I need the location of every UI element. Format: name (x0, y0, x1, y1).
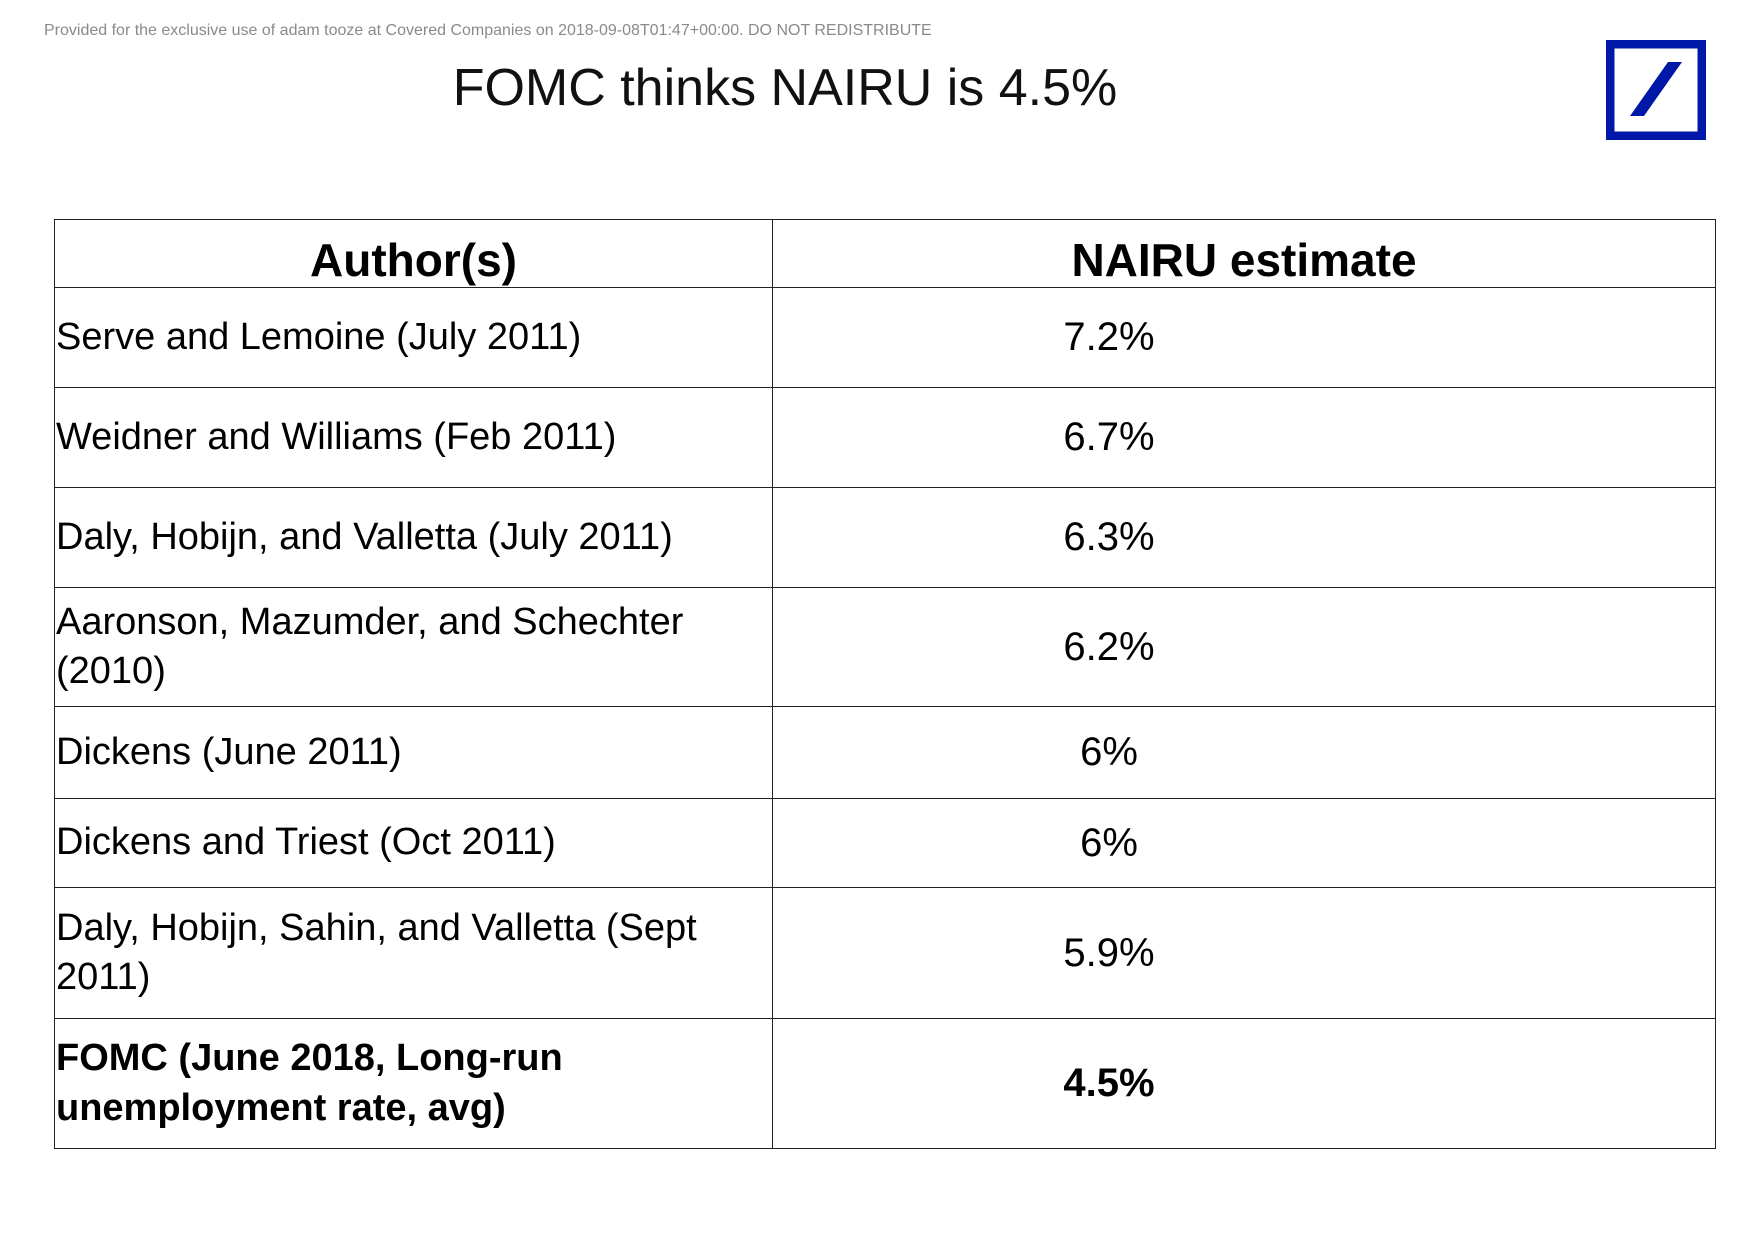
estimate-cell: 6% (772, 798, 1716, 888)
table-row: Weidner and Williams (Feb 2011) 6.7% (54, 387, 1716, 488)
table-row-fomc: FOMC (June 2018, Long-run unemployment r… (54, 1018, 1716, 1149)
table-row: Dickens and Triest (Oct 2011) 6% (54, 798, 1716, 888)
author-cell: Aaronson, Mazumder, and Schechter (2010) (54, 587, 773, 707)
author-cell: Daly, Hobijn, Sahin, and Valletta (Sept … (54, 887, 773, 1019)
author-cell: FOMC (June 2018, Long-run unemployment r… (54, 1018, 773, 1149)
deutsche-bank-logo-icon (1606, 40, 1706, 140)
author-cell: Serve and Lemoine (July 2011) (54, 287, 773, 388)
author-cell: Dickens (June 2011) (54, 706, 773, 799)
table-row: Serve and Lemoine (July 2011) 7.2% (54, 287, 1716, 388)
estimate-cell: 7.2% (772, 287, 1716, 388)
estimate-cell: 6.2% (772, 587, 1716, 707)
column-header-authors: Author(s) (54, 219, 773, 288)
nairu-estimates-table: Author(s) NAIRU estimate Serve and Lemoi… (54, 219, 1716, 1149)
table-row: Aaronson, Mazumder, and Schechter (2010)… (54, 587, 1716, 707)
estimate-cell: 5.9% (772, 887, 1716, 1019)
author-cell: Weidner and Williams (Feb 2011) (54, 387, 773, 488)
column-header-estimate: NAIRU estimate (772, 219, 1716, 288)
estimate-cell: 4.5% (772, 1018, 1716, 1149)
table-row: Daly, Hobijn, Sahin, and Valletta (Sept … (54, 887, 1716, 1019)
table-row: Dickens (June 2011) 6% (54, 706, 1716, 799)
author-cell: Dickens and Triest (Oct 2011) (54, 798, 773, 888)
author-cell: Daly, Hobijn, and Valletta (July 2011) (54, 487, 773, 588)
estimate-cell: 6.7% (772, 387, 1716, 488)
table-row: Daly, Hobijn, and Valletta (July 2011) 6… (54, 487, 1716, 588)
disclaimer-text: Provided for the exclusive use of adam t… (44, 22, 932, 39)
table-header-row: Author(s) NAIRU estimate (54, 219, 1716, 288)
page-title: FOMC thinks NAIRU is 4.5% (452, 59, 1118, 117)
estimate-cell: 6.3% (772, 487, 1716, 588)
estimate-cell: 6% (772, 706, 1716, 799)
